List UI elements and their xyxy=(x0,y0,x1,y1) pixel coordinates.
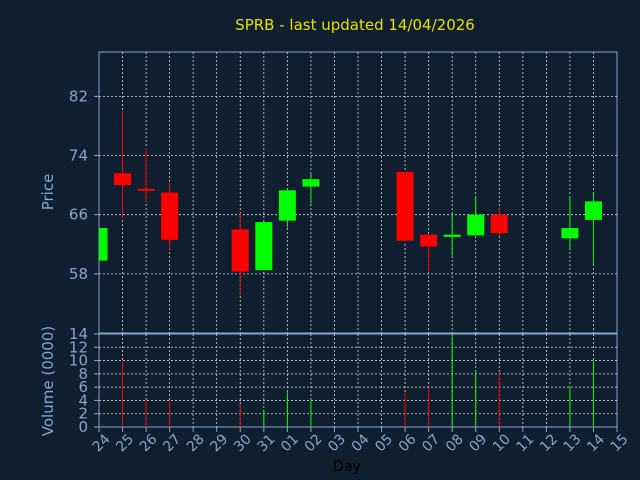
x-tick-label: 12 xyxy=(537,431,561,455)
price-tick-label: 82 xyxy=(69,87,88,105)
candle-body xyxy=(490,214,508,234)
x-tick-label: 03 xyxy=(325,431,349,455)
volume-tick-label: 12 xyxy=(69,338,88,356)
price-panel: 58 66 74 82 xyxy=(69,51,618,334)
volume-tick-label: 14 xyxy=(69,325,88,343)
x-tick-label: 14 xyxy=(584,431,608,455)
candle-body xyxy=(278,190,296,221)
x-tick-label: 25 xyxy=(113,431,137,455)
x-tick-label: 02 xyxy=(302,431,326,455)
candles xyxy=(99,111,602,297)
candle-body xyxy=(99,227,108,261)
x-tick-label: 31 xyxy=(255,431,279,455)
candle-body xyxy=(584,201,602,220)
x-tick-label: 09 xyxy=(466,431,490,455)
volume-tick-label: 10 xyxy=(69,352,88,370)
candle-body xyxy=(561,227,579,239)
candle-body xyxy=(443,234,461,237)
candle-body xyxy=(396,171,414,241)
price-tick-label: 74 xyxy=(69,147,88,165)
price-axis-label: Price xyxy=(39,174,57,211)
x-tick-label: 15 xyxy=(608,431,632,455)
x-tick-label: 24 xyxy=(90,431,114,455)
volume-tick-label: 8 xyxy=(78,365,88,383)
x-axis-label: Day xyxy=(333,459,361,475)
price-tick-label: 66 xyxy=(69,206,88,224)
x-tick-label: 13 xyxy=(561,431,585,455)
candle-body xyxy=(114,173,132,186)
volume-tick-label: 4 xyxy=(78,391,88,409)
candle-body xyxy=(137,188,155,191)
candle-body xyxy=(467,214,485,236)
volume-tick-label: 6 xyxy=(78,378,88,396)
price-tick-label: 58 xyxy=(69,265,88,283)
x-tick-label: 29 xyxy=(207,431,231,455)
candle-body xyxy=(161,192,179,240)
chart-title: SPRB - last updated 14/04/2026 xyxy=(235,16,475,34)
x-tick-label: 10 xyxy=(490,431,514,455)
candle-body xyxy=(231,229,249,272)
x-tick-label: 28 xyxy=(184,431,208,455)
volume-axis-label: Volume (0000) xyxy=(39,326,57,436)
candle-body xyxy=(255,222,273,271)
x-tick-label: 30 xyxy=(231,431,255,455)
x-tick-label: 11 xyxy=(514,431,538,455)
x-tick-label: 08 xyxy=(443,431,467,455)
x-tick-label: 04 xyxy=(349,431,373,455)
volume-tick-label: 0 xyxy=(78,418,88,436)
x-tick-label: 05 xyxy=(372,431,396,455)
x-tick-label: 07 xyxy=(419,431,443,455)
volume-tick-label: 2 xyxy=(78,405,88,423)
x-tick-label: 27 xyxy=(160,431,184,455)
x-tick-label: 06 xyxy=(396,431,420,455)
candle-body xyxy=(420,234,438,247)
candle-body xyxy=(302,179,320,187)
x-tick-label: 26 xyxy=(137,431,161,455)
x-tick-label: 01 xyxy=(278,431,302,455)
